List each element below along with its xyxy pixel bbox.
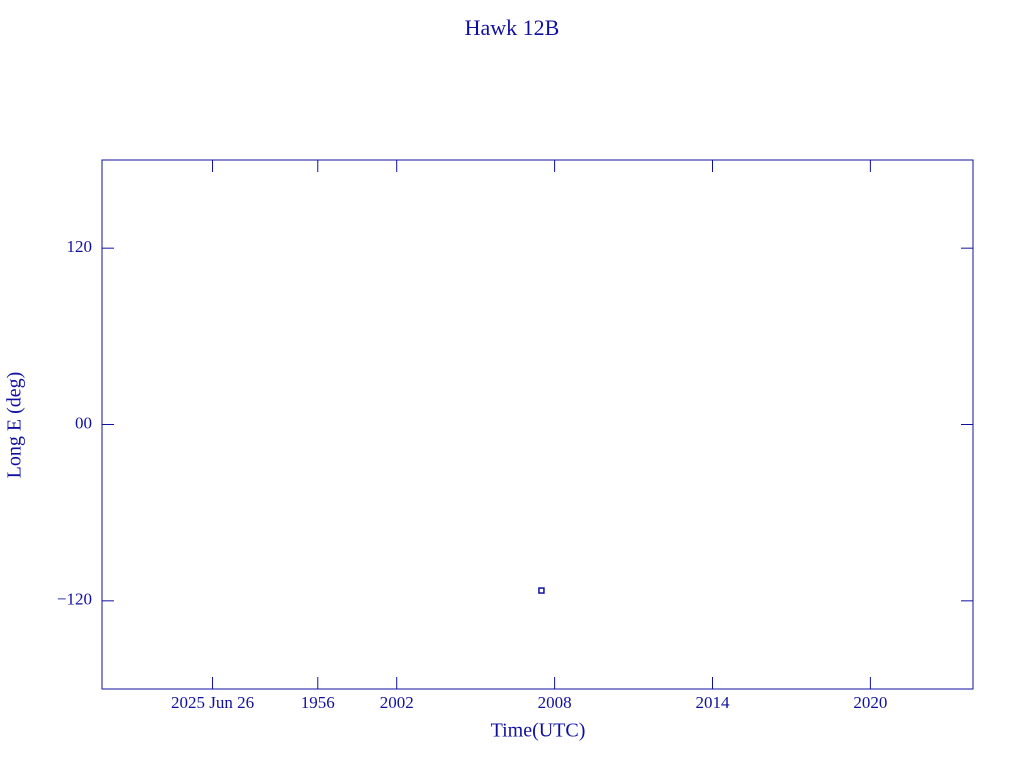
y-tick-label: 120 [67, 237, 93, 256]
point [538, 587, 545, 594]
x-axis-label: Time(UTC) [491, 720, 586, 742]
x-tick-label: 2020 [853, 693, 887, 712]
y-axis-label: Long E (deg) [4, 372, 26, 479]
y-tick-label: −120 [57, 590, 92, 609]
x-tick-label: 1956 [301, 693, 335, 712]
x-tick-label: 2014 [695, 693, 730, 712]
chart-title: Hawk 12B [465, 15, 560, 40]
y-tick-label: 00 [75, 413, 92, 432]
x-tick-label: 2025 Jun 26 [171, 693, 254, 712]
x-tick-label: 2002 [380, 693, 414, 712]
x-tick-label: 2008 [538, 693, 572, 712]
plot-frame [101, 159, 974, 690]
